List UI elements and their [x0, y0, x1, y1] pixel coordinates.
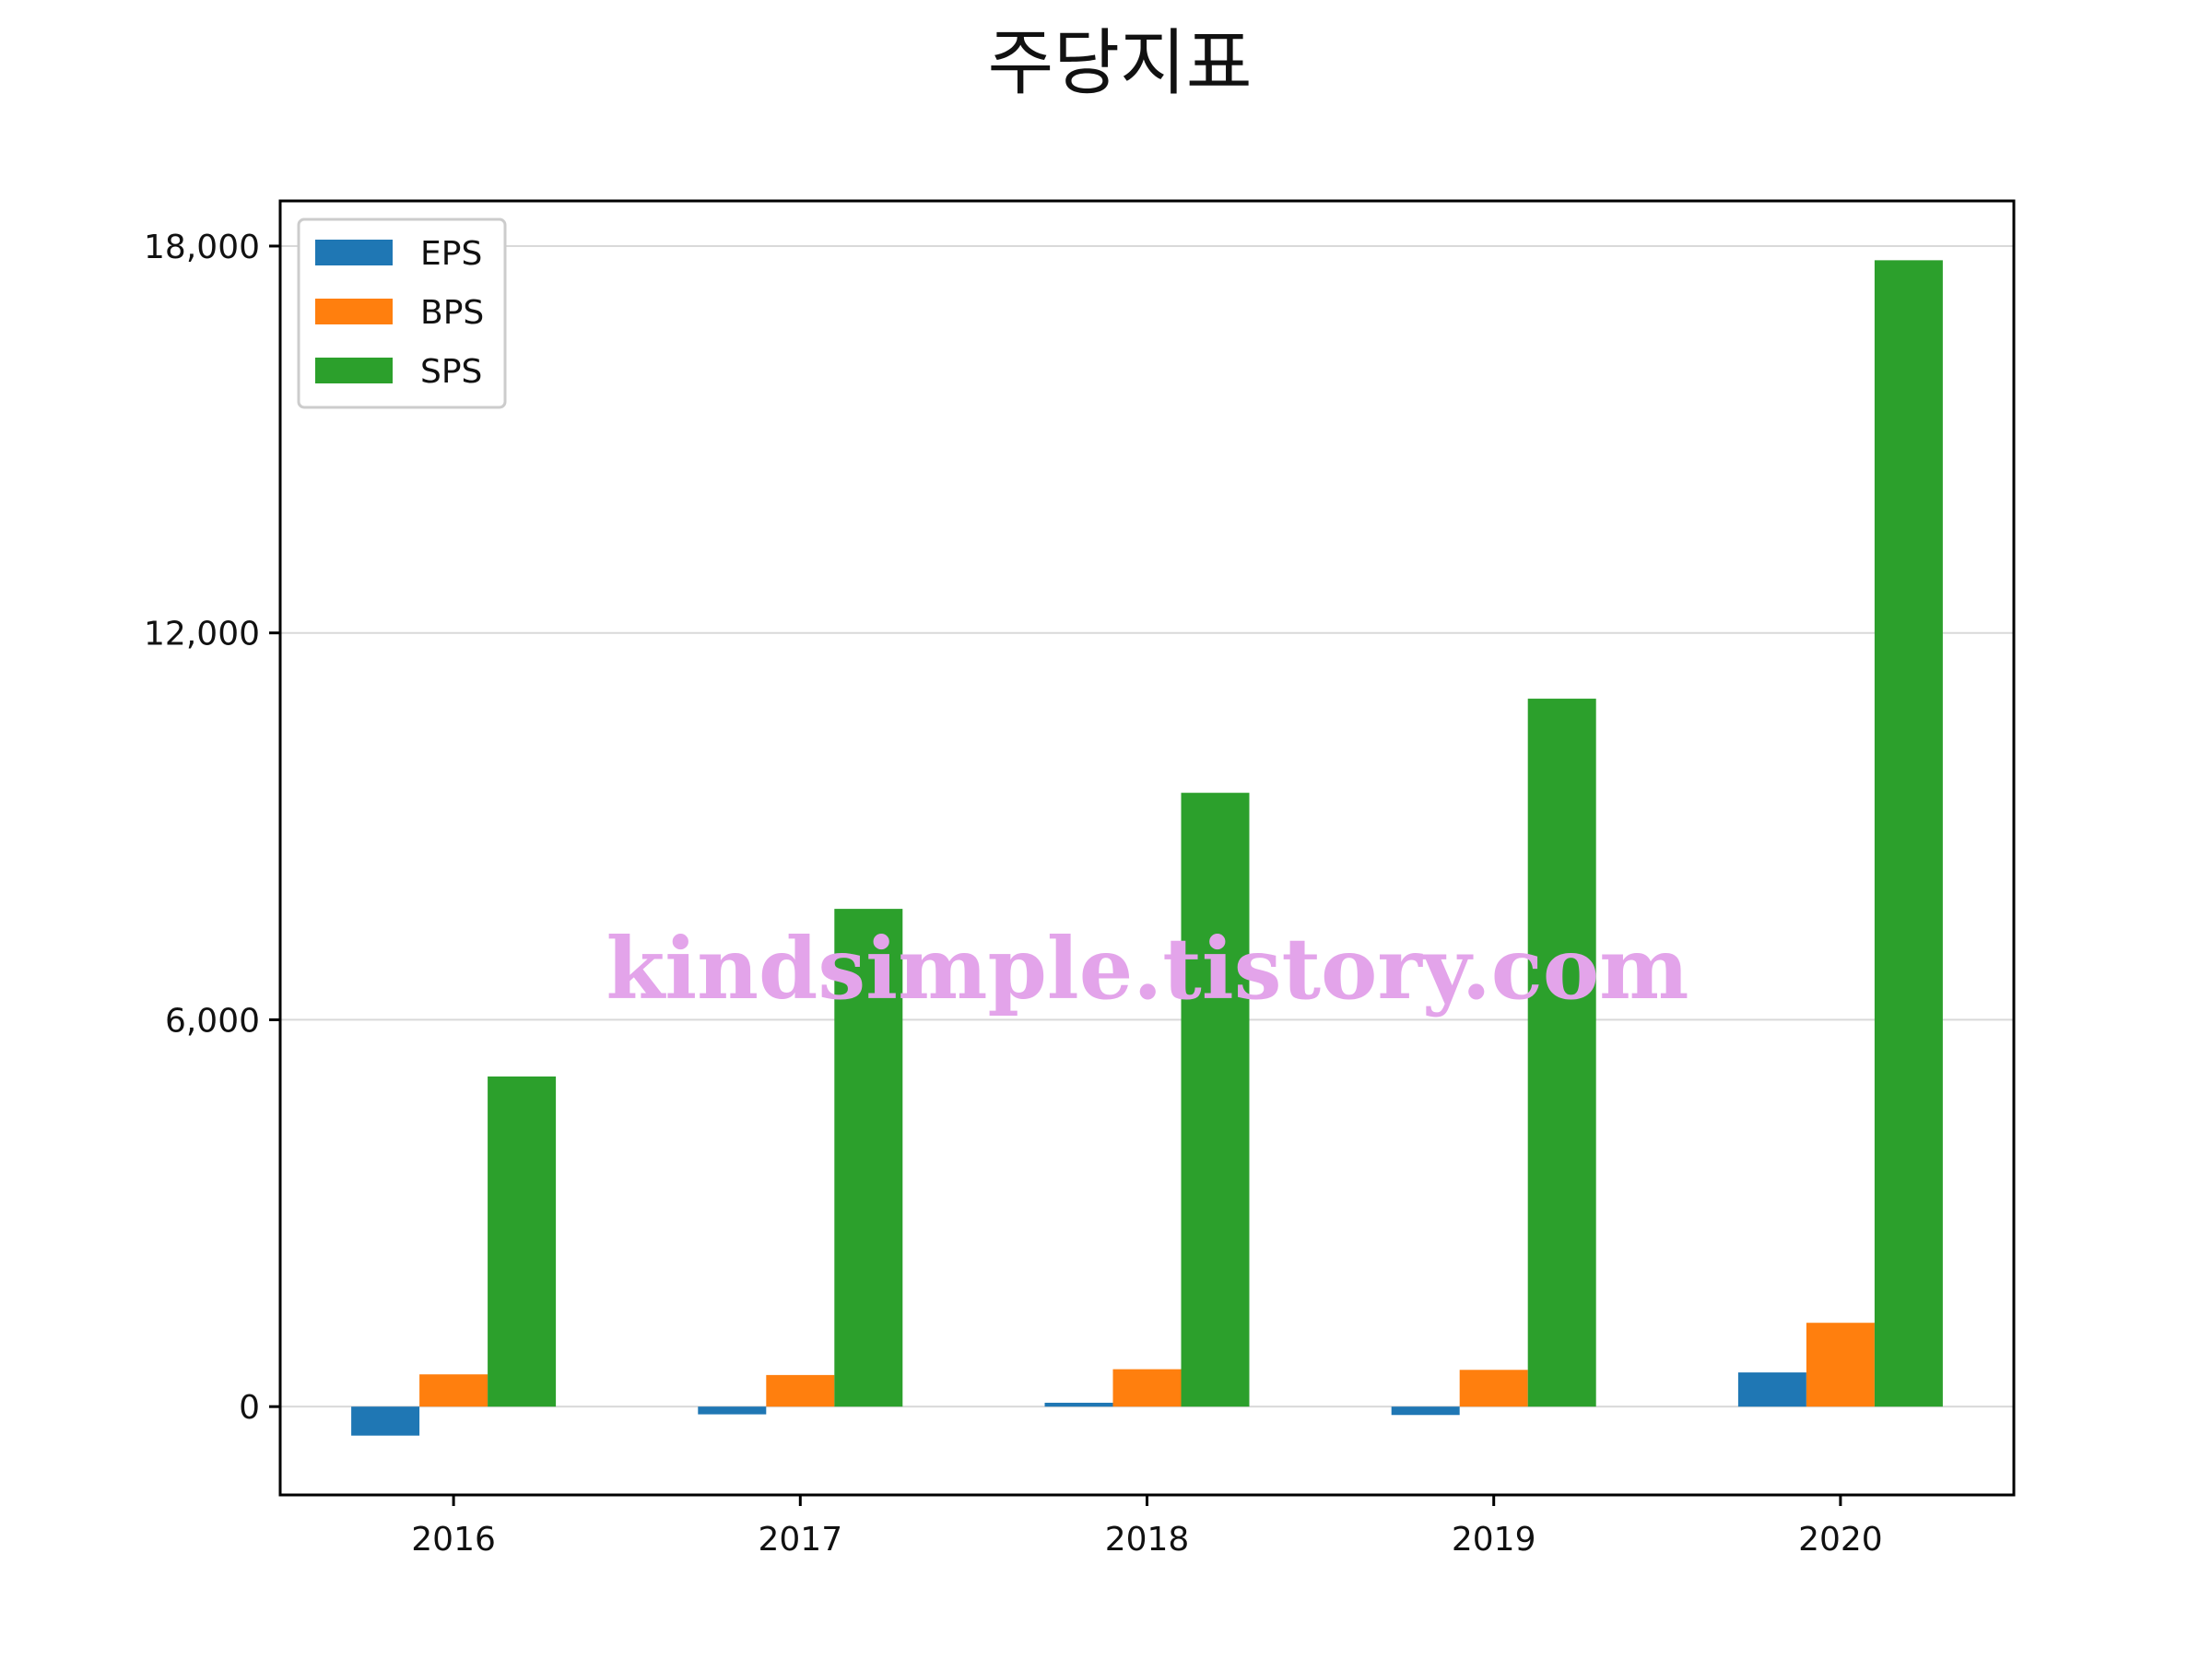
- chart-title: 주당지표: [987, 22, 1252, 105]
- bar-sps-2016: [488, 1076, 557, 1407]
- legend-label-bps: BPS: [420, 294, 484, 332]
- bar-eps-2016: [351, 1406, 420, 1436]
- x-tick-label: 2016: [411, 1521, 496, 1559]
- bar-eps-2019: [1391, 1406, 1460, 1416]
- bar-eps-2017: [698, 1406, 767, 1415]
- bars-group: [351, 260, 1943, 1436]
- legend-label-eps: EPS: [420, 235, 482, 273]
- legend-swatch-bps: [315, 299, 393, 324]
- x-tick-label: 2017: [758, 1521, 842, 1559]
- y-axis: 0 6,000 12,000 18,000: [144, 229, 280, 1427]
- watermark: kindsimple.tistory.com: [606, 919, 1688, 1018]
- bar-bps-2019: [1459, 1370, 1528, 1407]
- y-tick-label: 12,000: [144, 616, 260, 653]
- bar-eps-2018: [1044, 1402, 1113, 1407]
- bar-bps-2020: [1806, 1323, 1875, 1407]
- bar-bps-2016: [419, 1374, 488, 1407]
- bar-eps-2020: [1737, 1372, 1806, 1407]
- x-tick-label: 2019: [1452, 1521, 1536, 1559]
- legend-label-sps: SPS: [420, 353, 482, 391]
- legend: EPS BPS SPS: [297, 218, 507, 409]
- legend-swatch-sps: [315, 358, 393, 383]
- y-tick-label: 0: [239, 1389, 260, 1427]
- x-tick-label: 2020: [1798, 1521, 1883, 1559]
- bar-bps-2017: [766, 1374, 835, 1407]
- bar-sps-2018: [1181, 793, 1250, 1407]
- bar-bps-2018: [1112, 1369, 1182, 1407]
- y-tick-label: 18,000: [144, 229, 260, 266]
- legend-swatch-eps: [315, 240, 393, 265]
- bar-sps-2020: [1874, 260, 1943, 1407]
- x-tick-label: 2018: [1105, 1521, 1190, 1559]
- y-tick-label: 6,000: [165, 1002, 260, 1040]
- bar-sps-2017: [834, 909, 903, 1407]
- bar-sps-2019: [1527, 699, 1596, 1407]
- x-axis: 2016 2017 2018 2019 2020: [411, 1495, 1883, 1559]
